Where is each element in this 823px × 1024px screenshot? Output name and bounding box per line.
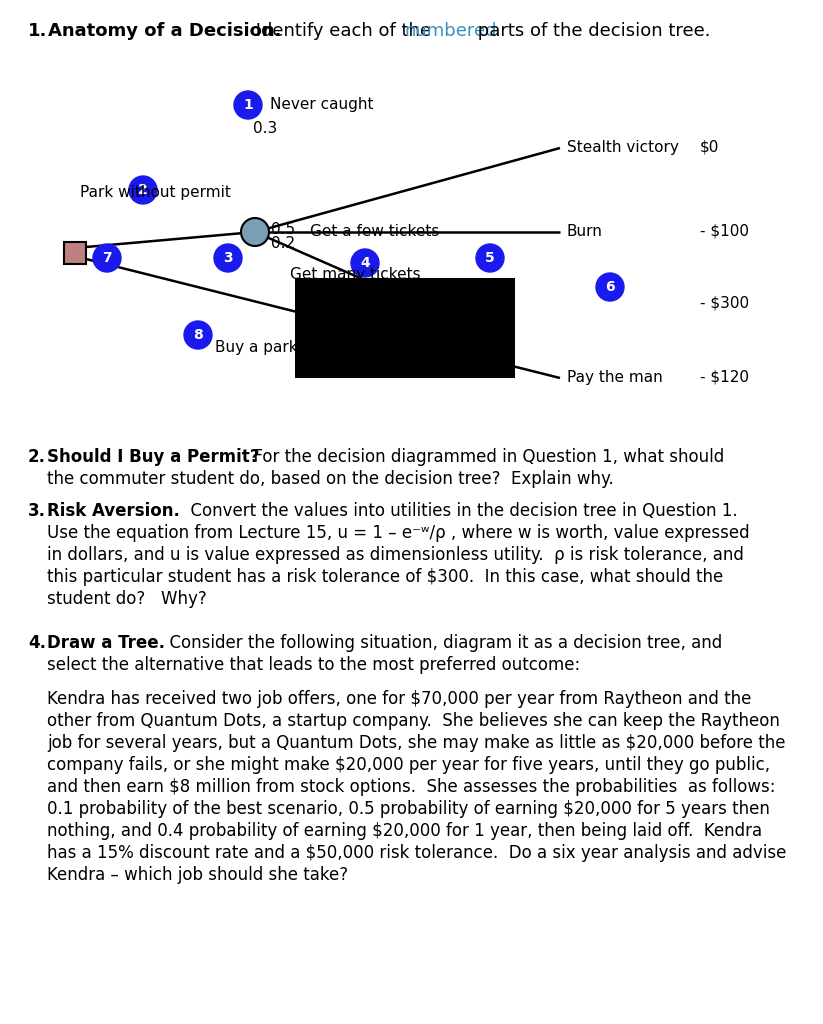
Text: - $100: - $100 — [700, 224, 749, 239]
Circle shape — [596, 273, 624, 301]
Text: company fails, or she might make $20,000 per year for five years, until they go : company fails, or she might make $20,000… — [47, 756, 770, 774]
Text: select the alternative that leads to the most preferred outcome:: select the alternative that leads to the… — [47, 656, 580, 674]
Text: - $300: - $300 — [700, 295, 749, 310]
Circle shape — [184, 321, 212, 349]
Text: the commuter student do, based on the decision tree?  Explain why.: the commuter student do, based on the de… — [47, 470, 614, 488]
Text: and then earn $8 million from stock options.  She assesses the probabilities  as: and then earn $8 million from stock opti… — [47, 778, 775, 796]
Text: Draw a Tree.: Draw a Tree. — [47, 634, 165, 652]
Text: 0.5: 0.5 — [271, 222, 295, 237]
Text: 4: 4 — [360, 256, 370, 270]
Text: numbered: numbered — [404, 22, 496, 40]
Circle shape — [351, 249, 379, 278]
Text: 4.: 4. — [28, 634, 46, 652]
Text: 8: 8 — [193, 328, 203, 342]
Text: Park without permit: Park without permit — [80, 185, 231, 201]
Text: Use the equation from Lecture 15, u = 1 – e⁻ʷ/ρ , where w is worth, value expres: Use the equation from Lecture 15, u = 1 … — [47, 524, 750, 542]
Text: Pay the man: Pay the man — [567, 370, 663, 385]
Text: 0.3: 0.3 — [253, 121, 277, 136]
Text: has a 15% discount rate and a $50,000 risk tolerance.  Do a six year analysis an: has a 15% discount rate and a $50,000 ri… — [47, 844, 786, 862]
Text: Should I Buy a Permit?: Should I Buy a Permit? — [47, 449, 259, 466]
Circle shape — [93, 244, 121, 272]
Circle shape — [241, 218, 269, 246]
Text: 1: 1 — [243, 98, 253, 112]
Text: this particular student has a risk tolerance of $300.  In this case, what should: this particular student has a risk toler… — [47, 568, 723, 586]
Text: Kendra has received two job offers, one for $70,000 per year from Raytheon and t: Kendra has received two job offers, one … — [47, 690, 751, 708]
Text: Identify each of the: Identify each of the — [250, 22, 437, 40]
Text: Stealth victory: Stealth victory — [567, 140, 679, 155]
Text: Burn: Burn — [567, 224, 603, 239]
Text: Convert the values into utilities in the decision tree in Question 1.: Convert the values into utilities in the… — [180, 502, 737, 520]
Text: Risk Aversion.: Risk Aversion. — [47, 502, 180, 520]
Text: other from Quantum Dots, a startup company.  She believes she can keep the Rayth: other from Quantum Dots, a startup compa… — [47, 712, 780, 730]
Text: 0.2: 0.2 — [271, 236, 295, 251]
Text: in dollars, and u is value expressed as dimensionless utility.  ρ is risk tolera: in dollars, and u is value expressed as … — [47, 546, 744, 564]
Circle shape — [129, 176, 157, 204]
Text: - $120: - $120 — [700, 370, 749, 385]
Text: parts of the decision tree.: parts of the decision tree. — [472, 22, 710, 40]
Text: Get many tickets: Get many tickets — [290, 267, 421, 282]
Text: 0.1 probability of the best scenario, 0.5 probability of earning $20,000 for 5 y: 0.1 probability of the best scenario, 0.… — [47, 800, 770, 818]
Text: Kendra – which job should she take?: Kendra – which job should she take? — [47, 866, 348, 884]
Text: job for several years, but a Quantum Dots, she may make as little as $20,000 bef: job for several years, but a Quantum Dot… — [47, 734, 785, 752]
Text: Buy a parking permit: Buy a parking permit — [215, 340, 377, 355]
Text: For the decision diagrammed in Question 1, what should: For the decision diagrammed in Question … — [243, 449, 724, 466]
Text: Anatomy of a Decision.: Anatomy of a Decision. — [48, 22, 281, 40]
Text: 2: 2 — [138, 183, 148, 197]
Text: 5: 5 — [485, 251, 495, 265]
Text: 3.: 3. — [28, 502, 46, 520]
Text: 3: 3 — [223, 251, 233, 265]
Text: 6: 6 — [605, 280, 615, 294]
Circle shape — [214, 244, 242, 272]
Text: 1.: 1. — [28, 22, 48, 40]
Bar — [64, 242, 86, 264]
Circle shape — [476, 244, 504, 272]
Text: nothing, and 0.4 probability of earning $20,000 for 1 year, then being laid off.: nothing, and 0.4 probability of earning … — [47, 822, 762, 840]
Text: 7: 7 — [102, 251, 112, 265]
Text: $0: $0 — [700, 140, 719, 155]
Text: 2.: 2. — [28, 449, 46, 466]
Text: Get a few tickets: Get a few tickets — [310, 224, 439, 239]
Circle shape — [234, 91, 262, 119]
Bar — [295, 278, 515, 378]
Text: Consider the following situation, diagram it as a decision tree, and: Consider the following situation, diagra… — [159, 634, 723, 652]
Text: student do?   Why?: student do? Why? — [47, 590, 207, 608]
Text: Never caught: Never caught — [270, 97, 374, 112]
